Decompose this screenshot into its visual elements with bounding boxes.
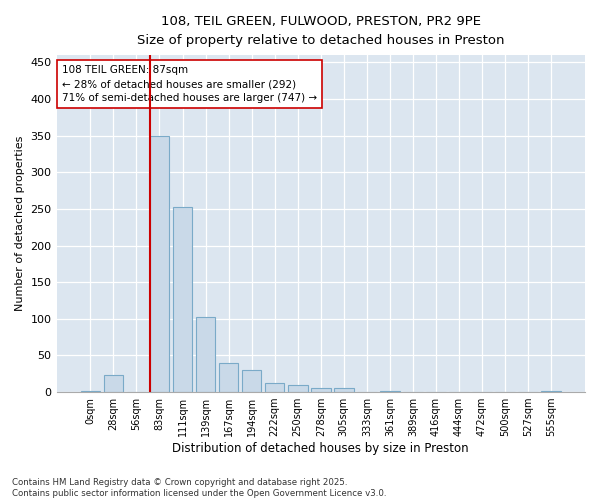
Bar: [104, 375, 123, 392]
Bar: [288, 385, 308, 392]
Bar: [219, 363, 238, 392]
Bar: [311, 388, 331, 392]
Bar: [80, 390, 100, 392]
X-axis label: Distribution of detached houses by size in Preston: Distribution of detached houses by size …: [172, 442, 469, 455]
Bar: [242, 370, 262, 392]
Bar: [334, 388, 353, 392]
Y-axis label: Number of detached properties: Number of detached properties: [15, 136, 25, 312]
Title: 108, TEIL GREEN, FULWOOD, PRESTON, PR2 9PE
Size of property relative to detached: 108, TEIL GREEN, FULWOOD, PRESTON, PR2 9…: [137, 15, 505, 47]
Text: Contains HM Land Registry data © Crown copyright and database right 2025.
Contai: Contains HM Land Registry data © Crown c…: [12, 478, 386, 498]
Bar: [196, 318, 215, 392]
Bar: [173, 208, 193, 392]
Bar: [265, 382, 284, 392]
Bar: [149, 136, 169, 392]
Text: 108 TEIL GREEN: 87sqm
← 28% of detached houses are smaller (292)
71% of semi-det: 108 TEIL GREEN: 87sqm ← 28% of detached …: [62, 65, 317, 103]
